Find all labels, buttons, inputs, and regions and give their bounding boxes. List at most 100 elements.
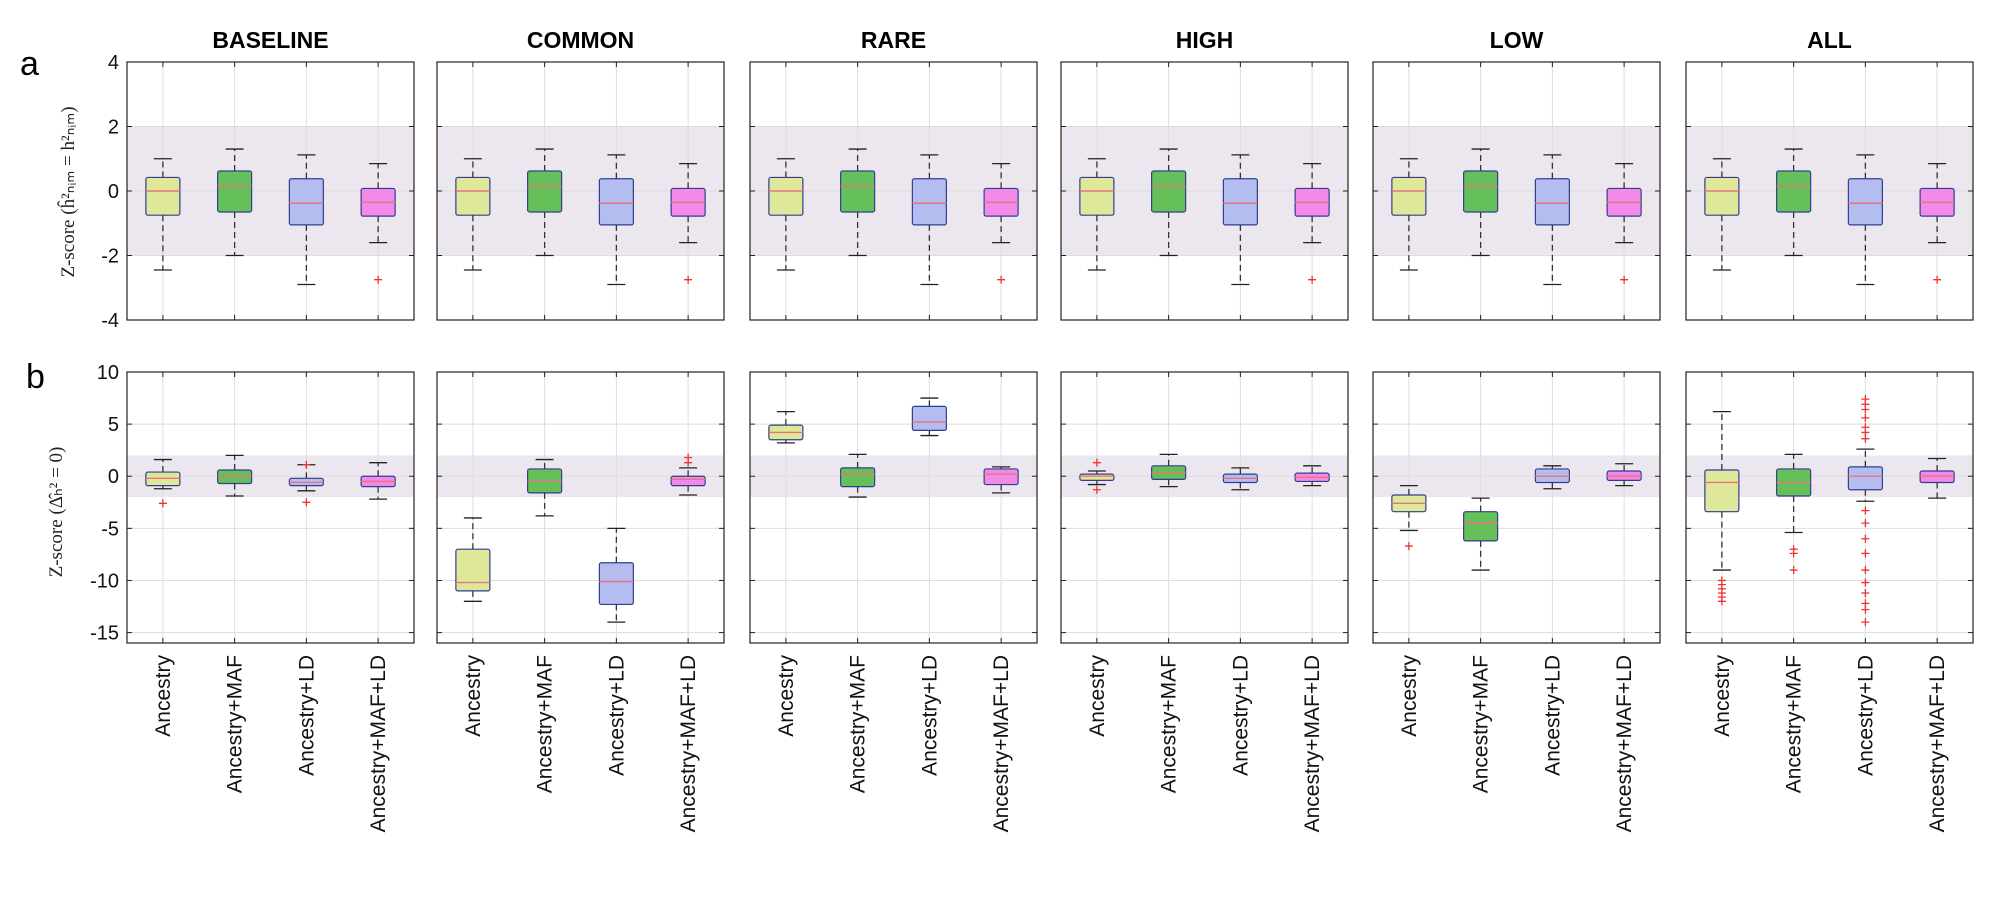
row-b-common-ancestry-maf-ld-box [670, 475, 706, 487]
row-a-low-ancestry-box [1391, 176, 1427, 216]
row-a-baseline-ancestry-maf-box [217, 170, 253, 213]
row-b-baseline-axes-frame [126, 371, 415, 644]
row-a-low-ancestry-maf-ld-outlier [1620, 275, 1629, 284]
row-a-ytick-label: 4 [108, 52, 119, 74]
row-b-ytick-label: 5 [108, 414, 119, 436]
row-b-rare-panel: Ancestry Ancestry+MAF Ancestry+LD Ancestry+… [749, 371, 1038, 832]
row-b-rare-ancestry-ld-box [911, 405, 947, 431]
row-b-all-ancestry-maf-outlier [1789, 566, 1798, 575]
row-b-ytick-label: 0 [108, 466, 119, 488]
row-b-all-ancestry-ld-outlier [1861, 506, 1870, 515]
row-b-common-ancestry-ld-box [598, 562, 634, 606]
row-a-baseline-ancestry-ld-box [288, 178, 324, 226]
row-b-high-ancestry-maf-xtick-label: Ancestry+MAF [1158, 655, 1181, 793]
row-b-all-ancestry-box [1704, 469, 1740, 513]
row-a-low-ancestry-maf-box [1463, 170, 1499, 213]
row-b-ytick-label: -5 [101, 518, 119, 540]
facet-title-baseline: BASELINE [212, 27, 328, 53]
row-b-high-ancestry-ld-xtick-label: Ancestry+LD [1229, 655, 1252, 776]
row-a-low-panel: LOW [1372, 27, 1661, 321]
row-a-rare-ancestry-maf-ld-outlier [997, 275, 1006, 284]
row-b-high-panel: Ancestry Ancestry+MAF Ancestry+LD Ancestry+… [1060, 371, 1349, 832]
row-b-all-ancestry-ld-box [1847, 466, 1883, 491]
row-a-high-ancestry-maf-ld-outlier [1308, 275, 1317, 284]
row-b-baseline-ancestry-ld-xtick-label: Ancestry+LD [295, 655, 318, 776]
row-b-high-ancestry-xtick-label: Ancestry [1086, 655, 1109, 737]
row-a-ytick-label: 0 [108, 181, 119, 203]
row-b-all-ancestry-ld-outlier [1861, 578, 1870, 587]
row-a-common-panel: COMMON [436, 27, 725, 321]
row-a-high-ancestry-maf-box [1151, 170, 1187, 213]
row-a-common-ancestry-box [455, 176, 491, 216]
row-b-low-ancestry-outlier [1404, 542, 1413, 551]
row-b-all-panel: Ancestry Ancestry+MAF Ancestry+LD Ancestry+… [1685, 371, 1974, 832]
row-b-ytick-label: -10 [90, 570, 119, 592]
row-b-all-ancestry-ld-outlier [1861, 534, 1870, 543]
row-a-high-ancestry-box [1079, 176, 1115, 216]
row-b-high-ancestry-box [1079, 473, 1115, 481]
row-b-common-axes-frame [436, 371, 725, 644]
row-a-rare-ancestry-box [768, 176, 804, 216]
row-a-all-ancestry-maf-box [1776, 170, 1812, 213]
row-a-ytick-label: -2 [101, 246, 119, 268]
row-b-common-ancestry-xtick-label: Ancestry [462, 655, 485, 737]
row-b-all-ancestry-ld-outlier [1861, 588, 1870, 597]
row-b-all-ancestry-maf-outlier [1789, 549, 1798, 558]
row-a-rare-panel: RARE [749, 27, 1038, 321]
row-b-baseline-ancestry-maf-xtick-label: Ancestry+MAF [224, 655, 247, 793]
row-a-low-ancestry-ld-box [1534, 178, 1570, 226]
row-a-ytick-label: 2 [108, 117, 119, 139]
row-b-high-ancestry-outlier [1092, 458, 1101, 467]
facet-title-low: LOW [1490, 27, 1544, 53]
facet-title-all: ALL [1807, 27, 1852, 53]
row-b-baseline-panel: -15 -10 -5 0 5 10 Ancestry Ancestry+MAF Ancestry… [90, 362, 415, 832]
row-a-all-panel: ALL [1685, 27, 1974, 321]
row-a-common-ancestry-maf-ld-outlier [684, 275, 693, 284]
row-b-common-ancestry-maf-ld-xtick-label: Ancestry+MAF+LD [677, 655, 700, 832]
row-a-ylabel: Z-score (ĥ²ₙᵢₘ = h²ₙᵢₘ) [57, 106, 79, 277]
row-b-high-axes-frame [1060, 371, 1349, 644]
row-b-baseline-ancestry-ld-outlier [302, 460, 311, 469]
row-b-rare-ancestry-maf-ld-box [983, 468, 1019, 486]
row-b-baseline-ancestry-maf-ld-xtick-label: Ancestry+MAF+LD [367, 655, 390, 832]
panel-label-a: a [20, 45, 39, 83]
row-a-rare-ancestry-maf-box [840, 170, 876, 213]
row-b-all-ancestry-maf-ld-xtick-label: Ancestry+MAF+LD [1926, 655, 1949, 832]
facet-title-rare: RARE [861, 27, 926, 53]
row-b-rare-ancestry-xtick-label: Ancestry [775, 655, 798, 737]
row-a-rare-ancestry-ld-box [911, 178, 947, 226]
row-b-low-ancestry-ld-xtick-label: Ancestry+LD [1541, 655, 1564, 776]
row-a-common-ancestry-ld-box [598, 178, 634, 226]
row-b-rare-ancestry-maf-xtick-label: Ancestry+MAF [847, 655, 870, 793]
row-b-rare-ancestry-maf-box [840, 467, 876, 488]
facet-title-high: HIGH [1176, 27, 1234, 53]
row-a-all-ancestry-ld-box [1847, 178, 1883, 226]
row-b-all-ancestry-ld-outlier [1861, 605, 1870, 614]
row-b-baseline-ancestry-ld-outlier [302, 498, 311, 507]
facet-title-common: COMMON [527, 27, 634, 53]
panel-label-b: b [26, 358, 45, 396]
row-b-common-ancestry-box [455, 548, 491, 592]
row-b-rare-ancestry-ld-xtick-label: Ancestry+LD [918, 655, 941, 776]
row-a-baseline-panel: -4 -2 0 2 4 BASELINE [101, 27, 415, 332]
row-b-all-ancestry-ld-outlier [1861, 405, 1870, 414]
row-b-common-ancestry-ld-xtick-label: Ancestry+LD [605, 655, 628, 776]
row-b-low-ancestry-maf-ld-xtick-label: Ancestry+MAF+LD [1613, 655, 1636, 832]
row-b-low-ancestry-xtick-label: Ancestry [1398, 655, 1421, 737]
row-a-baseline-ancestry-maf-ld-outlier [374, 275, 383, 284]
row-a-high-panel: HIGH [1060, 27, 1349, 321]
row-b-all-ancestry-ld-outlier [1861, 618, 1870, 627]
row-b-all-axes-frame [1685, 371, 1974, 644]
row-b-all-ancestry-ld-outlier [1861, 549, 1870, 558]
row-a-common-ancestry-maf-box [527, 170, 563, 213]
row-b-high-ancestry-outlier [1092, 485, 1101, 494]
row-a-all-ancestry-maf-ld-outlier [1933, 275, 1942, 284]
row-b-common-ancestry-maf-xtick-label: Ancestry+MAF [534, 655, 557, 793]
row-b-all-ancestry-maf-xtick-label: Ancestry+MAF [1783, 655, 1806, 793]
row-b-all-ancestry-ld-outlier [1861, 519, 1870, 528]
row-b-all-ancestry-outlier [1717, 597, 1726, 606]
row-a-baseline-ancestry-box [145, 176, 181, 216]
row-b-common-panel: Ancestry Ancestry+MAF Ancestry+LD Ancestry+… [436, 371, 725, 832]
